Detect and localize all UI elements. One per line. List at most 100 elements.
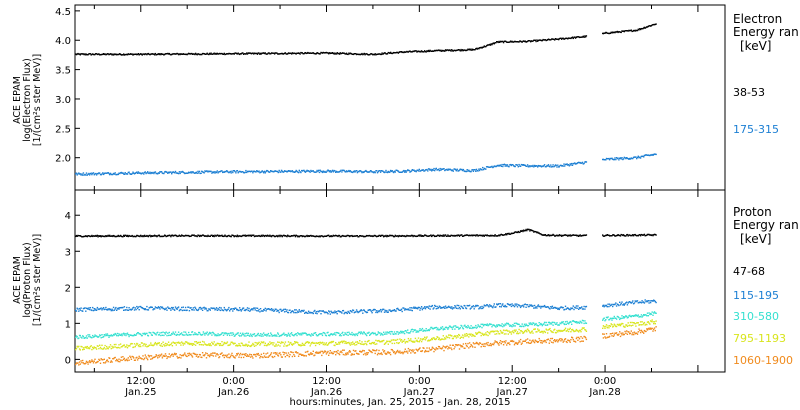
proton-point — [398, 351, 400, 354]
proton-point — [554, 306, 556, 309]
proton-point — [440, 347, 442, 350]
electron-point — [151, 172, 153, 174]
proton-point — [433, 350, 435, 353]
proton-point — [183, 342, 185, 344]
proton-point — [488, 331, 490, 334]
proton-point — [568, 235, 571, 237]
proton-point — [366, 353, 369, 356]
proton-point — [193, 234, 195, 236]
electron-point — [448, 49, 450, 52]
proton-point — [273, 352, 275, 354]
proton-point — [232, 343, 235, 345]
proton-point — [557, 308, 559, 310]
electron-point — [605, 159, 607, 161]
electron-point — [478, 169, 481, 172]
proton-point — [277, 333, 280, 335]
proton-point — [538, 305, 540, 308]
proton-point — [578, 235, 580, 237]
electron-point — [415, 50, 417, 52]
proton-point — [437, 306, 440, 309]
proton-point — [279, 334, 281, 337]
electron-point — [570, 164, 572, 166]
proton-point — [623, 326, 625, 328]
electron-point — [341, 171, 343, 173]
proton-point — [169, 343, 171, 346]
proton-point — [549, 308, 551, 310]
electron-point — [404, 51, 406, 53]
proton-point — [506, 330, 509, 332]
proton-point — [403, 235, 406, 237]
electron-point — [441, 168, 443, 170]
proton-point — [271, 309, 273, 312]
proton-point — [187, 306, 189, 308]
proton-point — [442, 345, 444, 347]
proton-point — [569, 308, 571, 311]
proton-point — [410, 349, 413, 352]
proton-point — [186, 341, 188, 344]
proton-point — [208, 235, 210, 237]
proton-point — [560, 234, 562, 236]
proton-point — [478, 234, 481, 237]
proton-point — [222, 334, 225, 336]
proton-point — [561, 322, 564, 324]
proton-point — [232, 332, 234, 334]
proton-point — [435, 347, 437, 349]
proton-point — [325, 353, 328, 355]
proton-point — [77, 234, 79, 237]
proton-point — [319, 333, 321, 335]
proton-point — [387, 235, 389, 237]
proton-point — [270, 353, 272, 356]
proton-point — [454, 346, 456, 348]
proton-point — [230, 354, 232, 356]
electron-point — [429, 49, 431, 52]
proton-point — [385, 331, 387, 333]
proton-point — [479, 234, 482, 236]
proton-point — [393, 342, 396, 345]
electron-point — [203, 172, 205, 174]
electron-point — [76, 53, 78, 55]
proton-point — [410, 307, 413, 309]
electron-point — [344, 170, 346, 173]
proton-point — [554, 235, 556, 237]
electron-point — [393, 170, 396, 172]
proton-point — [499, 333, 501, 335]
proton-point — [108, 235, 110, 237]
proton-point — [615, 305, 618, 307]
proton-point — [400, 340, 402, 342]
proton-point — [406, 308, 408, 310]
proton-point — [441, 234, 443, 237]
proton-point — [545, 306, 547, 308]
proton-point — [397, 235, 400, 238]
proton-point — [259, 335, 261, 337]
proton-point — [126, 234, 129, 237]
proton-point — [503, 333, 506, 335]
proton-point — [550, 306, 552, 308]
proton-point — [523, 331, 525, 334]
proton-point — [500, 331, 502, 333]
proton-point — [363, 350, 365, 352]
proton-point — [280, 356, 283, 358]
proton-point — [389, 351, 391, 354]
electron-point — [608, 159, 611, 161]
proton-point — [375, 334, 377, 336]
proton-point — [113, 357, 116, 359]
electron-point — [458, 170, 460, 172]
proton-point — [619, 318, 621, 321]
proton-point — [344, 354, 346, 356]
electron-point — [339, 170, 341, 172]
electron-point — [281, 170, 283, 172]
electron-point — [146, 53, 148, 56]
electron-point — [441, 49, 444, 52]
electron-point — [358, 53, 360, 56]
proton-point — [472, 306, 474, 308]
electron-point — [549, 39, 551, 41]
proton-point — [581, 322, 583, 324]
proton-point — [526, 304, 528, 306]
proton-point — [378, 234, 380, 237]
proton-point — [77, 346, 79, 348]
proton-point — [311, 342, 313, 344]
proton-series-115-195 — [75, 299, 657, 315]
proton-point — [260, 353, 263, 355]
electron-point — [643, 154, 646, 157]
proton-point — [493, 324, 495, 327]
